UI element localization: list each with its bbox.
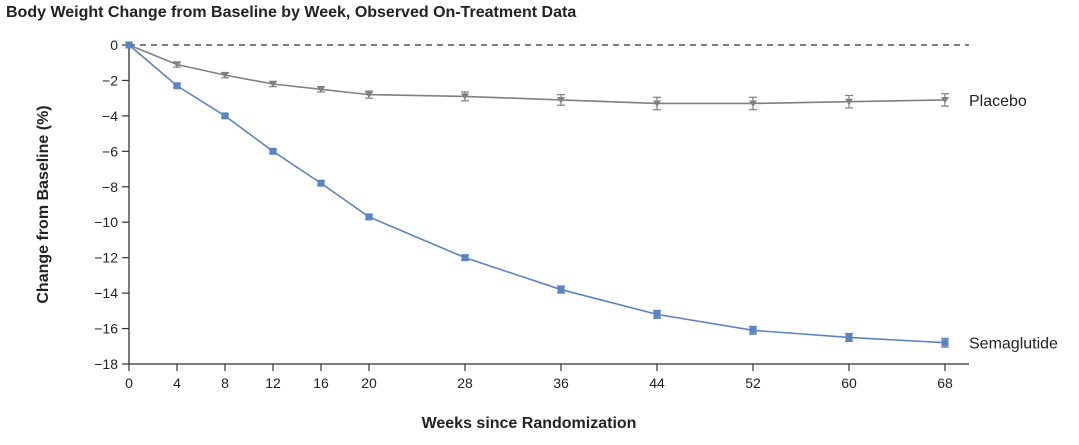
x-tick-label: 4 <box>173 375 181 391</box>
placebo-point <box>845 98 853 106</box>
placebo-point <box>557 96 565 104</box>
semaglutide-point <box>845 333 853 341</box>
placebo-point <box>365 91 373 99</box>
placebo-point <box>221 72 229 79</box>
semaglutide-point <box>653 310 661 318</box>
placebo-line <box>128 44 946 105</box>
semaglutide-point <box>461 254 469 262</box>
placebo-point <box>269 80 277 88</box>
x-tick-label: 20 <box>361 375 377 391</box>
x-tick-label: 36 <box>553 375 569 391</box>
semaglutide-label: Semaglutide <box>969 336 1058 353</box>
y-tick-label: −16 <box>94 321 118 337</box>
x-tick-label: 0 <box>125 375 133 391</box>
semaglutide-point <box>221 112 229 120</box>
placebo-point <box>941 96 949 104</box>
y-tick-label: −18 <box>94 356 118 372</box>
semaglutide-point <box>365 213 373 221</box>
placebo-label: Placebo <box>969 93 1027 110</box>
x-tick-label: 28 <box>457 375 473 391</box>
x-axis-title: Weeks since Randomization <box>422 415 637 432</box>
x-tick-label: 60 <box>841 375 857 391</box>
y-tick-label: −2 <box>102 72 118 88</box>
placebo-point <box>653 100 661 107</box>
x-tick-label: 68 <box>937 375 953 391</box>
y-tick-label: −6 <box>102 143 118 159</box>
semaglutide-point <box>269 147 277 155</box>
y-tick-label: −14 <box>94 285 118 301</box>
placebo-point <box>461 93 469 100</box>
y-tick-label: −10 <box>94 214 118 230</box>
semaglutide-point <box>941 339 949 347</box>
y-tick-label: −8 <box>102 179 118 195</box>
y-tick-label: −12 <box>94 250 118 266</box>
placebo-point <box>317 86 325 93</box>
placebo-point <box>173 61 181 68</box>
x-tick-label: 44 <box>649 375 665 391</box>
x-tick-label: 12 <box>265 375 281 391</box>
y-axis-title: Change from Baseline (%) <box>35 105 52 303</box>
x-tick-label: 8 <box>221 375 229 391</box>
semaglutide-line <box>128 44 946 344</box>
x-tick-label: 52 <box>745 375 761 391</box>
semaglutide-point <box>317 179 325 187</box>
chart-title: Body Weight Change from Baseline by Week… <box>6 4 577 21</box>
semaglutide-point <box>557 286 565 294</box>
y-tick-label: 0 <box>110 37 118 53</box>
placebo-point <box>749 100 757 107</box>
y-tick-label: −4 <box>102 108 118 124</box>
x-tick-label: 16 <box>313 375 329 391</box>
semaglutide-point <box>749 326 757 334</box>
semaglutide-point <box>125 41 133 49</box>
semaglutide-point <box>173 82 181 90</box>
